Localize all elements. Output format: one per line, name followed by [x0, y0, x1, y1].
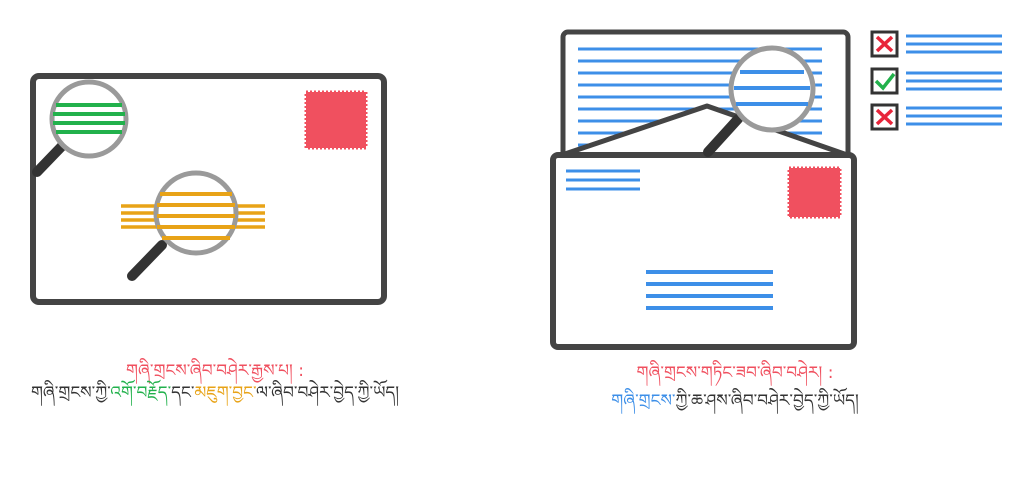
left-caption-part5: ལ་ཞིབ་བཤེར་བྱེད་ཀྱི་ཡོད།	[256, 383, 400, 403]
left-caption-body: གཞི་གྲངས་ཀྱི་འགོ་བརྗོད་དང་མཇུག་བྱང་ལ་ཞིབ…	[0, 382, 430, 404]
right-caption-title: གཞི་གྲངས་གཏིང་ཟབ་ཞིབ་བཤེར། :	[636, 363, 834, 383]
left-caption-title: གཞི་གྲངས་ཞིབ་བཤེར་རྒྱས་པ། :	[126, 361, 304, 381]
left-caption-trailer: མཇུག་བྱང་	[194, 383, 257, 403]
stamp-icon	[304, 90, 368, 150]
checklist	[870, 30, 1002, 131]
cross-icon	[870, 30, 899, 58]
right-caption-part2: ཀྱི་ཆ་ཤས་ཞིབ་བཤེར་བྱེད་ཀྱི་ཡོད།	[675, 391, 859, 411]
magnifier-icon	[32, 79, 129, 177]
right-caption-data: གཞི་གྲངས་	[611, 391, 676, 411]
right-caption: གཞི་གྲངས་གཏིང་ཟབ་ཞིབ་བཤེར། : གཞི་གྲངས་ཀྱ…	[500, 362, 970, 412]
right-caption-body: གཞི་གྲངས་ཀྱི་ཆ་ཤས་ཞིབ་བཤེར་བྱེད་ཀྱི་ཡོད།	[500, 390, 970, 412]
cross-icon	[870, 103, 899, 131]
magnifier-icon	[703, 45, 816, 157]
left-caption-header: འགོ་བརྗོད་	[110, 383, 172, 403]
check-icon	[870, 67, 899, 95]
left-caption: གཞི་གྲངས་ཞིབ་བཤེར་རྒྱས་པ། : གཞི་གྲངས་ཀྱི…	[0, 360, 430, 404]
envelope-icon	[550, 152, 857, 350]
left-caption-part1: གཞི་གྲངས་ཀྱི་	[30, 383, 111, 403]
magnifier-icon	[127, 170, 239, 281]
left-caption-part3: དང་	[171, 383, 195, 403]
stamp-icon	[787, 166, 842, 219]
